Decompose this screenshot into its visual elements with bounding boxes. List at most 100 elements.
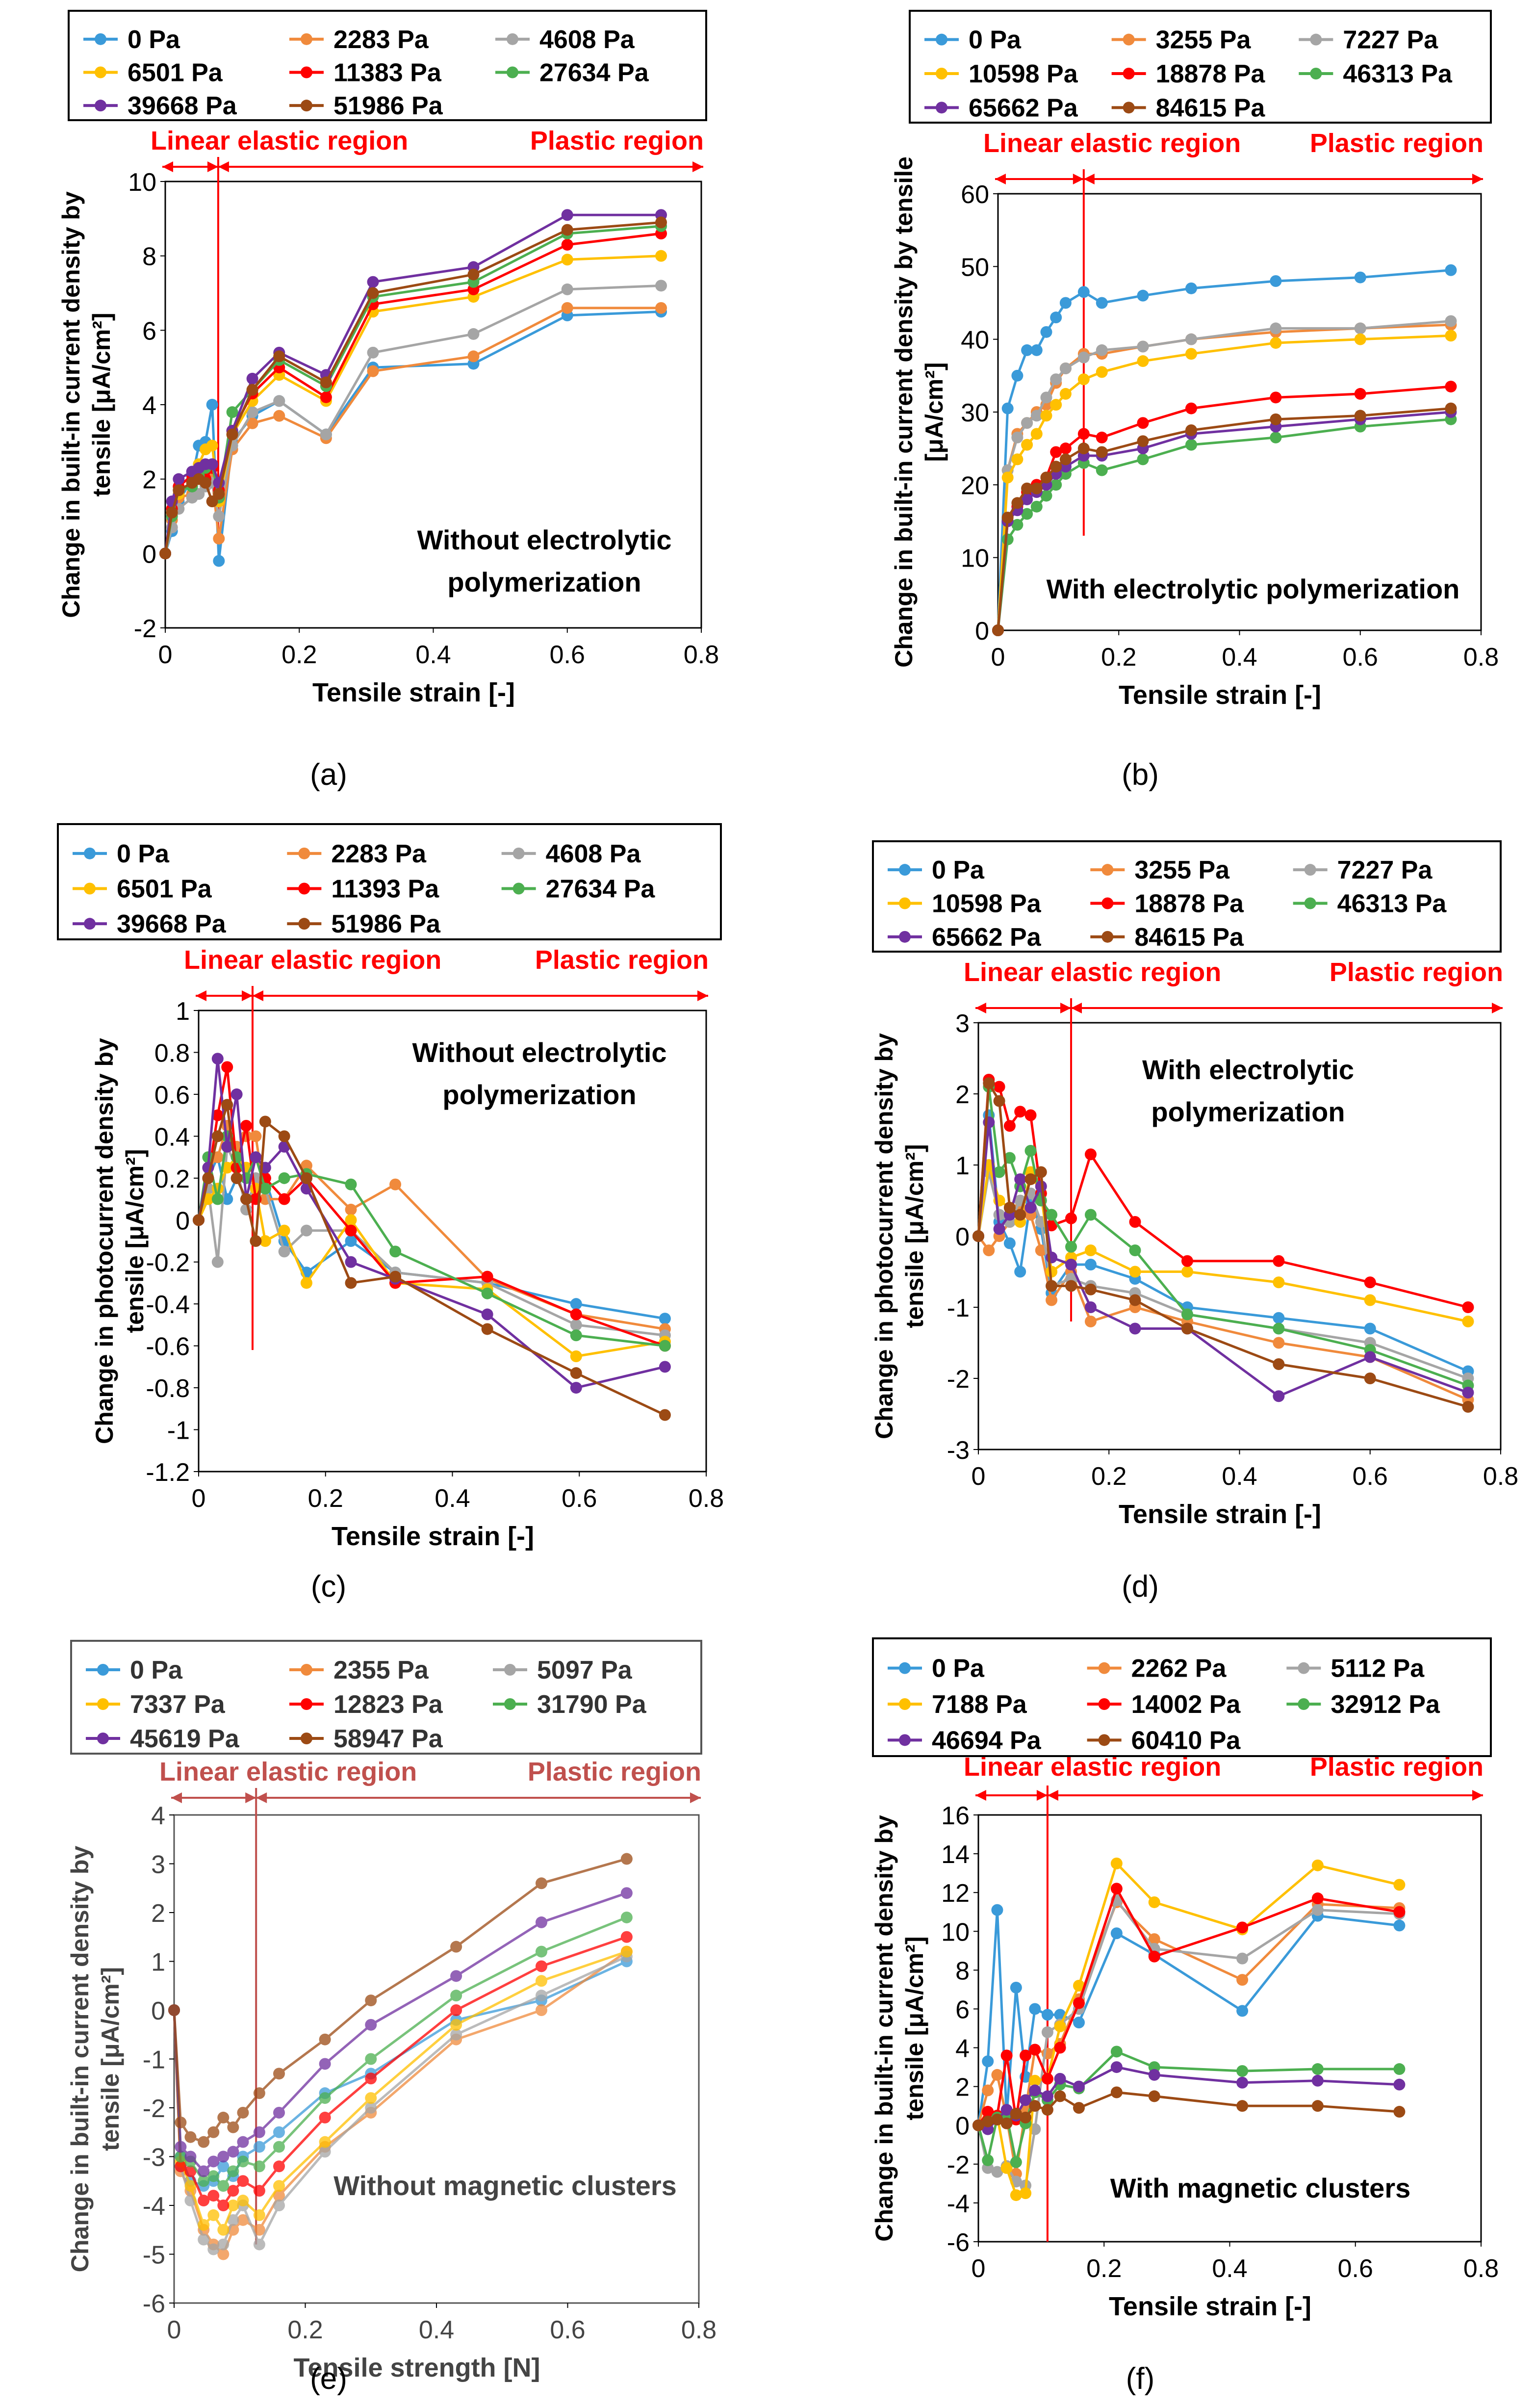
- arrow-head: [1472, 1790, 1483, 1801]
- series-7188-pa: [972, 1857, 1406, 2201]
- data-point: [1096, 366, 1108, 378]
- data-point: [1148, 2069, 1160, 2081]
- data-point: [198, 2165, 210, 2177]
- data-point: [1046, 1219, 1058, 1232]
- legend-entry: 7227 Pa: [1337, 856, 1433, 884]
- legend-entry: 51986 Pa: [333, 92, 443, 120]
- y-tick-label: 0: [151, 1997, 165, 2025]
- y-tick-label: 2: [142, 466, 156, 494]
- data-point: [570, 1367, 582, 1379]
- legend-swatch-marker: [507, 33, 518, 45]
- data-point: [1364, 1322, 1376, 1335]
- data-point: [1364, 1351, 1376, 1363]
- arrow-head: [256, 1792, 267, 1803]
- data-point: [993, 1081, 1005, 1093]
- data-point: [319, 2058, 331, 2070]
- data-point: [319, 2092, 331, 2104]
- data-point: [278, 1224, 290, 1237]
- series-51986-pa: [193, 1099, 671, 1421]
- data-point: [1311, 1892, 1324, 1905]
- legend-swatch-marker: [301, 1664, 312, 1676]
- data-point: [1270, 337, 1282, 349]
- legend-entry: 0 Pa: [128, 26, 180, 54]
- data-point: [1393, 2063, 1406, 2075]
- arrow-head: [1036, 1790, 1048, 1801]
- data-point: [1445, 330, 1457, 342]
- y-tick-label: -4: [947, 2190, 970, 2218]
- series-51986-pa: [159, 216, 667, 560]
- legend-swatch-marker: [936, 68, 947, 79]
- data-point: [1096, 446, 1108, 458]
- data-point: [1010, 2189, 1022, 2201]
- y-tick-label: -1: [143, 2046, 165, 2074]
- series-6501-pa: [159, 250, 667, 560]
- y-tick-label: 60: [961, 181, 989, 209]
- data-point: [1065, 1241, 1077, 1253]
- data-point: [620, 1945, 633, 1958]
- data-point: [1000, 2162, 1013, 2174]
- data-point: [226, 428, 238, 440]
- data-point: [345, 1277, 357, 1289]
- data-point: [211, 1130, 224, 1142]
- data-point: [246, 372, 258, 385]
- data-point: [253, 2160, 265, 2173]
- data-point: [1393, 1879, 1406, 1891]
- data-point: [1185, 402, 1197, 414]
- data-point: [1050, 373, 1062, 386]
- data-point: [207, 2155, 220, 2168]
- plot-note-line1: Without magnetic clusters: [333, 2170, 677, 2201]
- x-tick-label: 0.4: [419, 2316, 454, 2344]
- legend-entry: 14002 Pa: [1131, 1690, 1241, 1719]
- data-point: [982, 2115, 994, 2127]
- data-point: [273, 2126, 285, 2138]
- data-point: [1059, 442, 1072, 455]
- y-tick-label: 16: [941, 1802, 970, 1830]
- y-axis-title-line1: Change in built-in current density by: [870, 1815, 898, 2242]
- y-tick-label: -3: [947, 1436, 970, 1465]
- chart-panel-e: -6 -5 -4 -3 -2 -1 0 1 2 3 4 0 0.2 0.4 0.6 0.8 Tensile st…: [66, 1640, 716, 2396]
- plot-note-line2: polymerization: [1151, 1096, 1345, 1127]
- data-point: [1084, 1301, 1097, 1313]
- plot-frame: [977, 1022, 1502, 1450]
- data-point: [1014, 1266, 1026, 1278]
- data-point: [1137, 289, 1149, 302]
- data-point: [198, 2195, 210, 2207]
- data-point: [1273, 1337, 1285, 1349]
- data-point: [982, 2154, 994, 2166]
- legend-swatch-marker: [298, 918, 310, 930]
- x-tick-label: 0.2: [1086, 2254, 1122, 2283]
- legend-entry: 27634 Pa: [539, 59, 649, 87]
- data-point: [1110, 1927, 1123, 1940]
- data-point: [217, 2111, 230, 2123]
- legend-swatch-marker: [97, 1733, 109, 1744]
- legend-swatch-marker: [1123, 68, 1135, 79]
- legend-entry: 11393 Pa: [331, 875, 439, 904]
- data-point: [1137, 340, 1149, 353]
- series-46313-pa: [992, 413, 1457, 636]
- y-axis-title: Change in built-in current density by ten…: [870, 1815, 928, 2242]
- data-point: [1110, 2046, 1123, 2058]
- data-point: [273, 2180, 285, 2192]
- linear-region-label: Linear elastic region: [983, 129, 1241, 158]
- data-point: [1041, 2026, 1053, 2038]
- data-point: [207, 2209, 220, 2221]
- data-point: [1041, 2009, 1053, 2021]
- data-point: [1054, 2042, 1066, 2054]
- chart-panel-b: 0 10 20 30 40 50 60 0 0.2 0.4 0.6 0.8 Tensile strain…: [890, 10, 1499, 792]
- data-point: [1137, 417, 1149, 429]
- data-point: [1030, 500, 1043, 513]
- data-point: [1059, 388, 1072, 400]
- data-point: [300, 1172, 312, 1184]
- data-point: [273, 2106, 285, 2119]
- legend-entry: 46313 Pa: [1337, 890, 1447, 918]
- x-tick-label: 0.4: [1222, 643, 1257, 672]
- x-tick-label: 0.6: [1338, 2254, 1373, 2283]
- data-point: [227, 2165, 239, 2177]
- legend-swatch-marker: [1304, 897, 1316, 909]
- data-point: [1035, 1180, 1047, 1192]
- y-axis-title-line1: Change in photocurrent density by: [870, 1033, 898, 1439]
- data-point: [1236, 1974, 1249, 1986]
- data-point: [237, 2175, 249, 2187]
- linear-region-label: Linear elastic region: [159, 1757, 417, 1787]
- y-tick-label: 10: [941, 1918, 970, 1946]
